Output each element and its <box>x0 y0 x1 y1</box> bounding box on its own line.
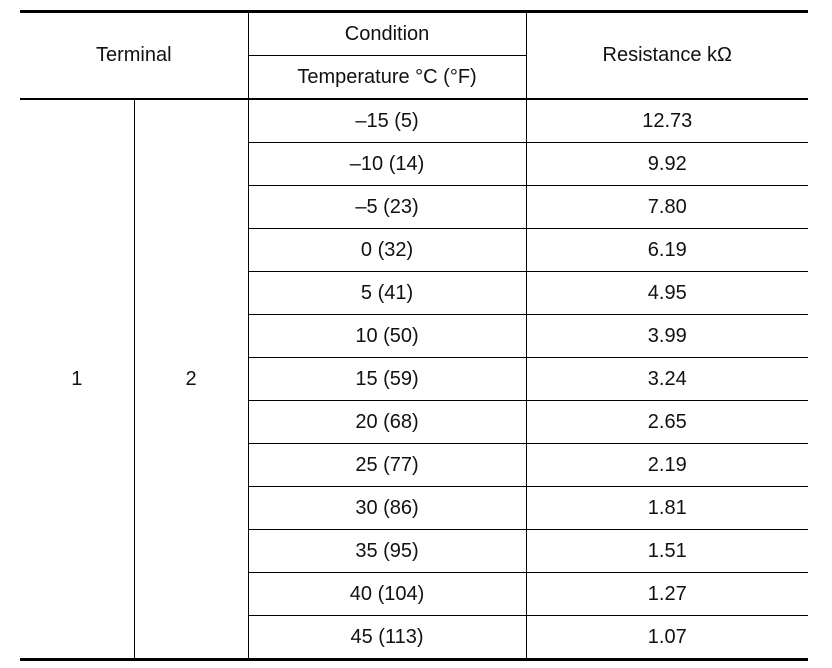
resistance-cell: 2.65 <box>525 400 809 444</box>
temperature-cell: 0 (32) <box>247 228 527 272</box>
temperature-cell: 40 (104) <box>247 572 527 616</box>
table-row: 15 (59) 3.24 <box>20 357 809 401</box>
temperature-cell: 10 (50) <box>247 314 527 358</box>
terminal-b-cell: 2 <box>133 98 249 660</box>
resistance-cell: 2.19 <box>525 443 809 487</box>
resistance-cell: 1.81 <box>525 486 809 530</box>
resistance-spec-table: Terminal Condition Resistance kΩ Tempera… <box>20 10 809 661</box>
table-row: 30 (86) 1.81 <box>20 486 809 530</box>
resistance-cell: 7.80 <box>525 185 809 229</box>
table-row: 5 (41) 4.95 <box>20 271 809 315</box>
temperature-cell: 45 (113) <box>247 615 527 660</box>
resistance-header: Resistance kΩ <box>525 11 809 99</box>
temperature-cell: –15 (5) <box>247 98 527 143</box>
resistance-cell: 9.92 <box>525 142 809 186</box>
table-row: 20 (68) 2.65 <box>20 400 809 444</box>
table-row: 1 2 –15 (5) 12.73 <box>20 98 809 660</box>
temperature-cell: 20 (68) <box>247 400 527 444</box>
temperature-header: Temperature °C (°F) <box>247 55 527 99</box>
resistance-cell: 1.51 <box>525 529 809 573</box>
table-row: 10 (50) 3.99 <box>20 314 809 358</box>
temperature-cell: 25 (77) <box>247 443 527 487</box>
condition-header: Condition <box>247 11 527 56</box>
table-body: 1 2 –15 (5) 12.73 –10 (14) 9.92 –5 (23) … <box>20 98 809 660</box>
resistance-cell: 1.27 <box>525 572 809 616</box>
table-row: 45 (113) 1.07 <box>20 615 809 660</box>
resistance-cell: 6.19 <box>525 228 809 272</box>
table-header: Terminal Condition Resistance kΩ Tempera… <box>20 11 809 99</box>
resistance-cell: 12.73 <box>525 98 809 143</box>
temperature-cell: 5 (41) <box>247 271 527 315</box>
terminal-a-cell: 1 <box>20 98 134 660</box>
resistance-cell: 4.95 <box>525 271 809 315</box>
resistance-cell: 3.24 <box>525 357 809 401</box>
temperature-cell: 30 (86) <box>247 486 527 530</box>
resistance-cell: 1.07 <box>525 615 809 660</box>
temperature-cell: –10 (14) <box>247 142 527 186</box>
terminal-header: Terminal <box>95 44 172 66</box>
table-row: 35 (95) 1.51 <box>20 529 809 573</box>
temperature-cell: 35 (95) <box>247 529 527 573</box>
temperature-cell: –5 (23) <box>247 185 527 229</box>
table-row: –10 (14) 9.92 <box>20 142 809 186</box>
temperature-cell: 15 (59) <box>247 357 527 401</box>
table-row: 25 (77) 2.19 <box>20 443 809 487</box>
table-row: 0 (32) 6.19 <box>20 228 809 272</box>
table-row: –5 (23) 7.80 <box>20 185 809 229</box>
resistance-cell: 3.99 <box>525 314 809 358</box>
table-row: 40 (104) 1.27 <box>20 572 809 616</box>
